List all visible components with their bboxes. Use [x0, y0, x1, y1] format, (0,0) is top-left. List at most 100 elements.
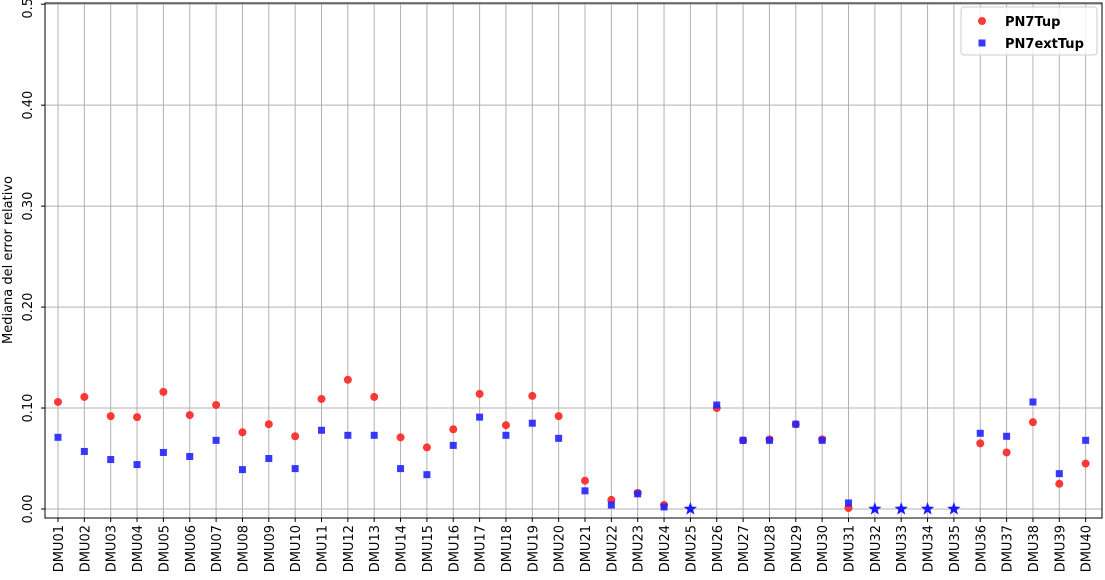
x-tick-label: DMU07	[210, 525, 225, 572]
star-marker	[683, 502, 698, 515]
pn7exttup-point	[1003, 432, 1011, 440]
pn7tup-point	[159, 387, 168, 396]
pn7tup-point	[317, 394, 326, 403]
pn7exttup-point	[528, 419, 536, 427]
legend-marker-pn7tup	[978, 17, 986, 25]
x-tick-label: DMU18	[500, 525, 515, 572]
pn7tup-point	[80, 392, 89, 401]
pn7exttup-point	[159, 448, 167, 456]
pn7tup-point	[501, 421, 510, 430]
pn7exttup-point	[476, 413, 484, 421]
pn7tup-point	[343, 375, 352, 384]
pn7exttup-point	[1082, 436, 1090, 444]
grid-lines	[45, 3, 1102, 518]
pn7tup-point	[1028, 418, 1037, 427]
pn7tup-point	[212, 401, 221, 410]
x-tick-label: DMU05	[157, 525, 172, 572]
pn7exttup-point	[212, 436, 220, 444]
pn7exttup-point	[80, 447, 88, 455]
pn7tup-point	[422, 443, 431, 452]
pn7exttup-point	[581, 487, 589, 495]
pn7exttup-point	[634, 490, 642, 498]
pn7exttup-point	[370, 431, 378, 439]
x-tick-label: DMU11	[316, 525, 331, 572]
x-tick-label: DMU08	[236, 525, 251, 572]
x-tick-label: DMU26	[711, 525, 726, 572]
x-tick-label: DMU15	[421, 525, 436, 572]
x-tick-label: DMU25	[684, 525, 699, 572]
legend-label-pn7exttup: PN7extTup	[1005, 37, 1084, 52]
pn7exttup-point	[397, 465, 405, 473]
pn7tup-point	[54, 397, 62, 406]
pn7exttup-point	[792, 420, 800, 428]
x-tick-label: DMU28	[763, 525, 778, 572]
pn7tup-point	[554, 412, 563, 421]
y-tick-label: 0.30	[21, 192, 36, 221]
pn7exttup-point	[976, 429, 984, 437]
star-marker	[947, 502, 961, 515]
pn7exttup-point	[1055, 470, 1063, 478]
pn7tup-point	[976, 439, 985, 448]
pn7exttup-point	[555, 434, 563, 442]
pn7exttup-point	[607, 501, 615, 509]
x-tick-label: DMU23	[632, 525, 647, 572]
x-tick-label: DMU03	[105, 525, 120, 572]
y-tick-label: 0.40	[21, 91, 36, 120]
pn7exttup-point	[449, 441, 457, 449]
pn7exttup-point	[344, 431, 352, 439]
star-marker	[894, 502, 908, 515]
plot-frame	[44, 2, 1103, 519]
x-tick-label: DMU02	[78, 525, 93, 572]
y-tick-label: 0.10	[21, 394, 36, 423]
x-tick-label: DMU31	[843, 525, 858, 572]
pn7exttup-point	[133, 461, 141, 469]
x-tick-label: DMU40	[1080, 525, 1095, 572]
star-marker	[920, 502, 935, 515]
x-tick-label: DMU10	[289, 525, 304, 572]
x-tick-label: DMU22	[605, 525, 620, 572]
y-tick-label: 0.20	[21, 293, 36, 322]
data-marks	[54, 375, 1090, 515]
legend-box	[960, 6, 1098, 56]
x-tick-label: DMU30	[816, 525, 831, 572]
x-tick-label: DMU14	[395, 525, 410, 572]
pn7tup-point	[581, 476, 589, 485]
legend-marker-pn7exttup	[978, 39, 986, 47]
pn7exttup-point	[238, 466, 246, 474]
pn7exttup-point	[423, 471, 431, 479]
x-tick-label: DMU04	[131, 525, 146, 572]
pn7exttup-point	[660, 503, 668, 511]
pn7tup-point	[291, 432, 300, 441]
x-tick-label: DMU36	[974, 525, 989, 572]
x-tick-label: DMU27	[737, 525, 752, 572]
y-tick-label: 0.00	[21, 495, 36, 524]
pn7tup-point	[185, 411, 194, 420]
y-tick-label: 0.50	[21, 0, 36, 19]
pn7tup-point	[528, 391, 537, 400]
x-tick-label: DMU19	[526, 525, 541, 572]
legend-label-pn7tup: PN7Tup	[1005, 15, 1060, 30]
pn7exttup-point	[739, 436, 747, 444]
pn7exttup-point	[107, 456, 115, 464]
pn7tup-point	[106, 412, 115, 421]
y-axis-ticks: 0.00 0.10 0.20 0.30 0.40 0.50	[21, 0, 45, 523]
pn7exttup-point	[713, 401, 721, 409]
pn7tup-point	[1002, 448, 1011, 457]
pn7tup-point	[370, 392, 379, 401]
x-tick-label: DMU01	[52, 525, 67, 572]
pn7exttup-point	[291, 465, 299, 473]
x-tick-label: DMU37	[1001, 525, 1016, 572]
x-tick-label: DMU12	[342, 525, 357, 572]
x-axis-ticks: DMU01 DMU02 DMU03 DMU04 DMU05 DMU06 DMU07 DMU08…	[52, 518, 1095, 572]
x-tick-label: DMU34	[922, 525, 937, 572]
pn7exttup-point	[318, 426, 325, 434]
pn7tup-point	[396, 433, 405, 442]
x-tick-label: DMU13	[368, 525, 383, 572]
pn7tup-point	[238, 428, 247, 437]
pn7tup-point	[1081, 459, 1090, 468]
x-tick-label: DMU21	[579, 525, 594, 572]
pn7exttup-point	[818, 436, 826, 444]
pn7exttup-point	[265, 455, 273, 463]
pn7exttup-point	[1029, 398, 1037, 406]
